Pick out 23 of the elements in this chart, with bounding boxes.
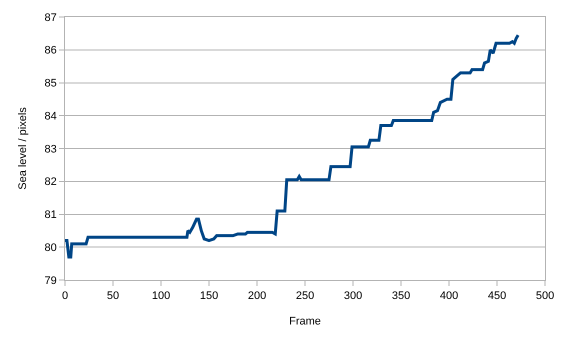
x-tick-label: 450 bbox=[488, 290, 506, 302]
y-axis-title: Sea level / pixels bbox=[17, 106, 30, 190]
y-tick-label: 81 bbox=[44, 209, 57, 222]
x-tick-label: 50 bbox=[106, 290, 120, 302]
x-tick-label: 200 bbox=[248, 290, 266, 302]
x-tick-label: 500 bbox=[536, 290, 554, 302]
x-tick-label: 400 bbox=[440, 290, 458, 302]
y-tick-label: 85 bbox=[44, 78, 57, 90]
x-tick-label: 100 bbox=[152, 290, 170, 302]
y-tick-label: 79 bbox=[44, 274, 57, 287]
y-tick-label: 82 bbox=[44, 176, 57, 188]
y-tick-label: 87 bbox=[44, 12, 57, 24]
x-axis-title: Frame bbox=[289, 315, 321, 328]
y-tick-label: 83 bbox=[44, 143, 57, 156]
y-tick-label: 86 bbox=[44, 44, 57, 57]
line-series bbox=[65, 34, 520, 258]
y-tick-label: 84 bbox=[44, 110, 57, 122]
x-tick-label: 350 bbox=[392, 290, 410, 302]
x-tick-label: 300 bbox=[344, 290, 362, 302]
x-tick-label: 150 bbox=[200, 290, 218, 302]
x-tick-label: 0 bbox=[62, 290, 68, 302]
x-tick-label: 250 bbox=[296, 290, 314, 302]
y-tick-label: 80 bbox=[44, 242, 57, 254]
